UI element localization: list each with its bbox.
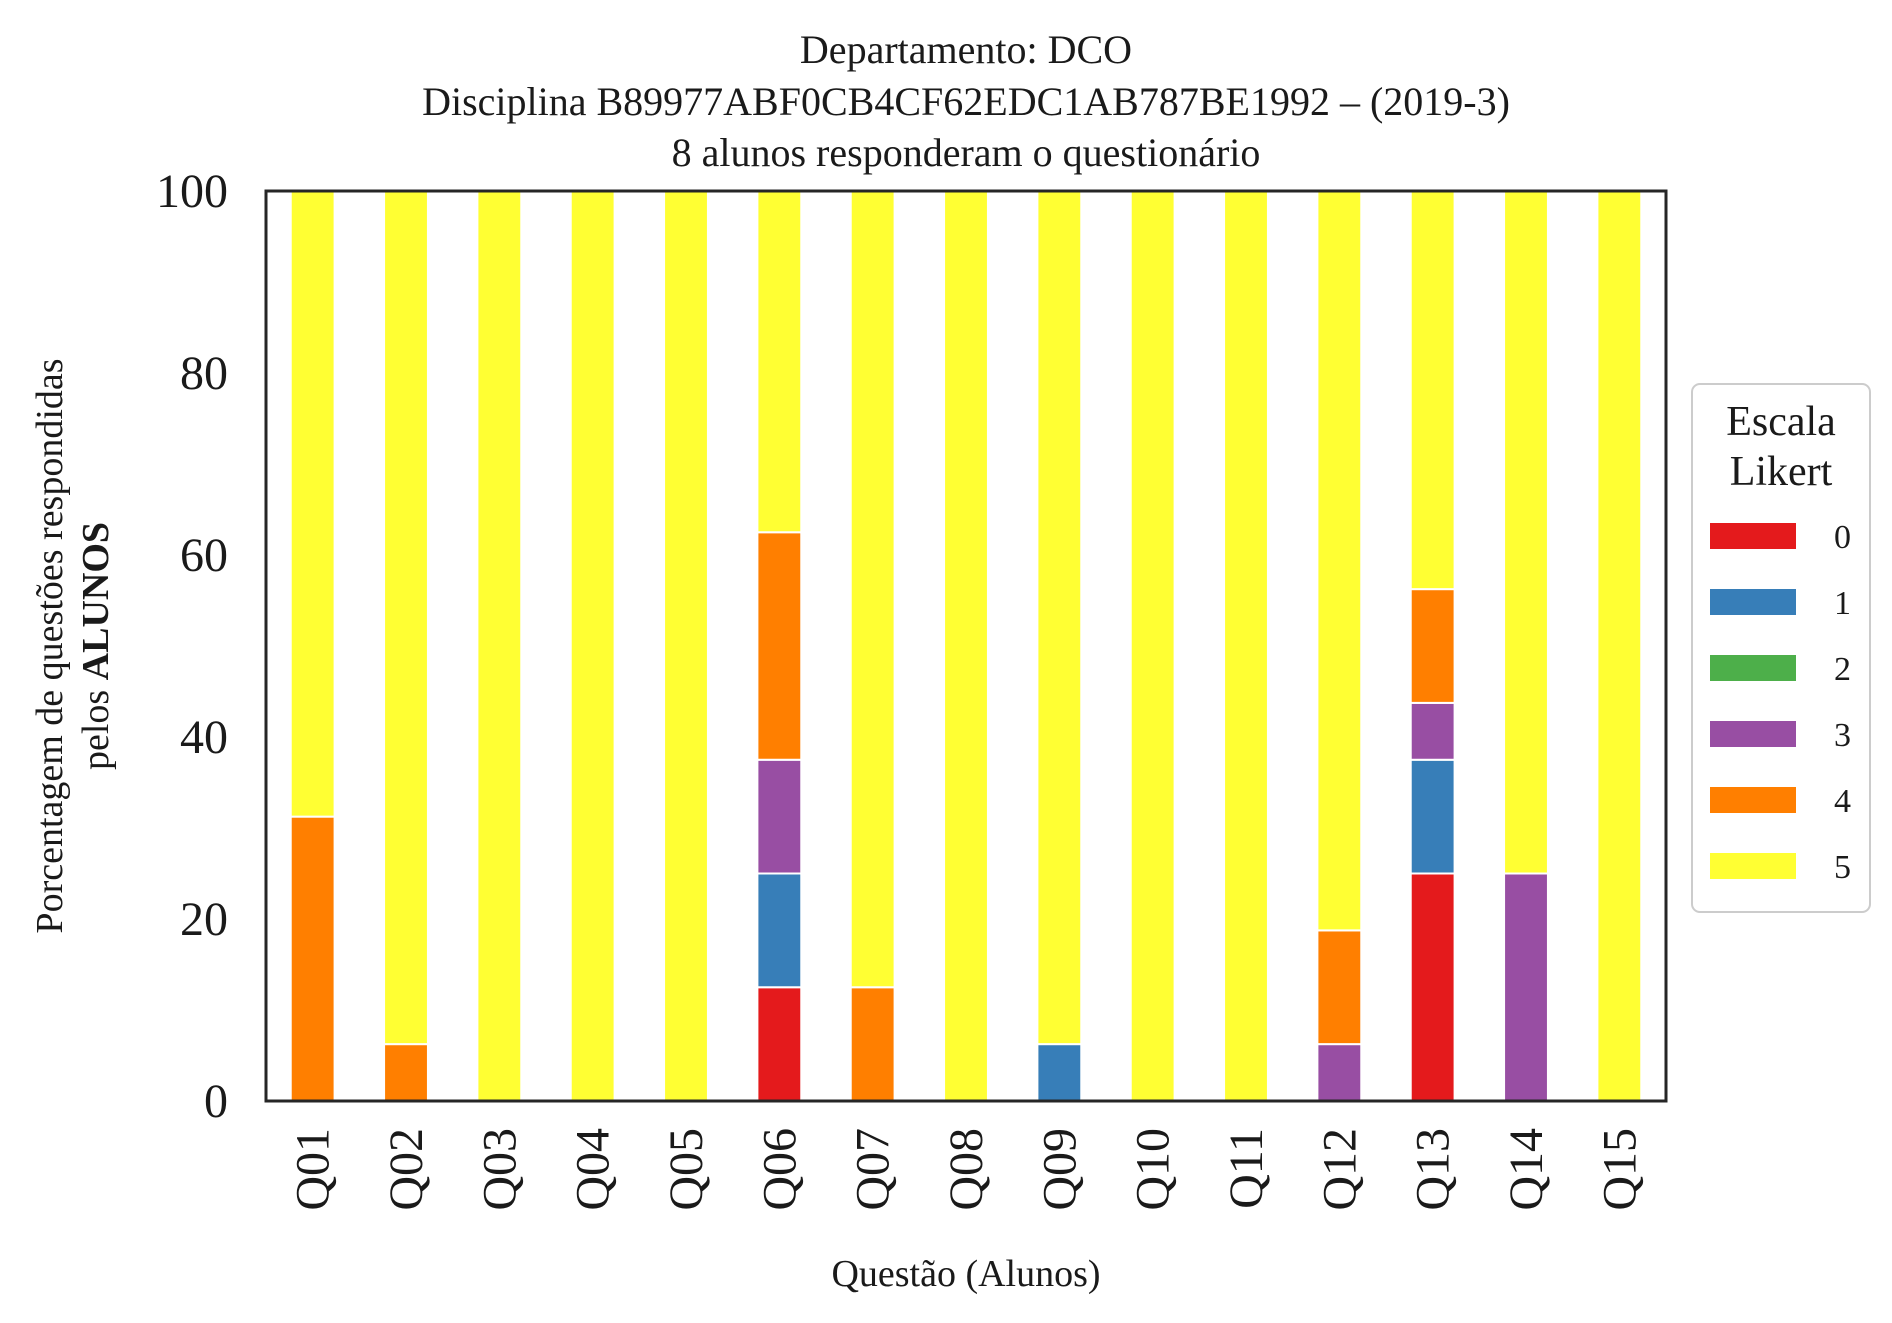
bar-q06-likert-1 — [756, 872, 803, 989]
y-tick-label: 20 — [180, 893, 228, 946]
bar-q13-likert-0 — [1409, 872, 1456, 1102]
legend-swatch-0 — [1710, 523, 1796, 549]
y-axis-label-line-2: pelos ALUNOS — [75, 522, 117, 770]
title-line-3: 8 alunos responderam o questionário — [672, 130, 1261, 175]
y-axis-label-plain: pelos — [75, 680, 117, 770]
bar-q13-likert-3 — [1409, 701, 1456, 761]
bar-q06-likert-0 — [756, 986, 803, 1102]
y-axis-label-bold: ALUNOS — [75, 522, 117, 680]
x-tick-label-q05: Q05 — [660, 1128, 713, 1211]
bar-q06-likert-4 — [756, 531, 803, 761]
bar-q01-likert-4 — [289, 815, 336, 1103]
bar-q08-likert-5 — [943, 190, 989, 1102]
plot-frame — [264, 189, 1668, 1103]
bar-q02-likert-4 — [383, 1043, 429, 1103]
x-tick-label-q11: Q11 — [1220, 1128, 1273, 1209]
x-tick-label-q09: Q09 — [1033, 1128, 1086, 1211]
legend-swatch-1 — [1710, 589, 1796, 615]
legend-swatch-5 — [1710, 853, 1796, 879]
bar-q14-likert-3 — [1503, 872, 1549, 1102]
x-axis-ticks: Q01 Q02 Q03 Q04 Q05 Q06 Q07 Q08 Q09 Q10 Q11 Q12 Q13 Q… — [287, 1128, 1647, 1211]
bar-q09-likert-1 — [1036, 1043, 1083, 1103]
bars — [289, 190, 1643, 1103]
x-tick-label-q04: Q04 — [567, 1128, 620, 1211]
x-tick-label-q15: Q15 — [1593, 1128, 1646, 1211]
legend-label-3: 3 — [1834, 717, 1851, 754]
legend-title-line-2: Likert — [1730, 449, 1833, 495]
legend-frame — [1691, 383, 1871, 913]
title-line-2: Disciplina B89977ABF0CB4CF62EDC1AB787BE1… — [422, 79, 1510, 124]
bar-q06-likert-5 — [756, 190, 803, 534]
bar-q06-likert-3 — [756, 758, 803, 875]
bar-q13-likert-4 — [1409, 588, 1456, 704]
x-tick-label-q01: Q01 — [287, 1128, 340, 1211]
legend-label-5: 5 — [1834, 849, 1851, 886]
x-tick-label-q14: Q14 — [1500, 1128, 1553, 1211]
bar-q11-likert-5 — [1223, 190, 1269, 1102]
x-tick-label-q02: Q02 — [380, 1128, 433, 1211]
title-line-1: Departamento: DCO — [800, 27, 1132, 72]
legend-label-0: 0 — [1834, 519, 1851, 556]
legend-swatch-4 — [1710, 787, 1796, 813]
legend: Escala Likert 0 1 2 3 4 5 — [1691, 383, 1871, 913]
legend-label-4: 4 — [1834, 783, 1851, 820]
legend-swatch-3 — [1710, 721, 1796, 747]
bar-q15-likert-5 — [1596, 190, 1643, 1102]
y-tick-label: 80 — [180, 347, 228, 400]
bar-q12-likert-5 — [1316, 190, 1363, 932]
y-tick-label: 40 — [180, 711, 228, 764]
legend-title-line-1: Escala — [1726, 399, 1836, 445]
bar-q07-likert-5 — [849, 190, 896, 989]
bar-q09-likert-5 — [1036, 190, 1083, 1046]
x-axis-label: Questão (Alunos) — [831, 1253, 1100, 1295]
legend-swatch-2 — [1710, 655, 1796, 681]
chart-title: Departamento: DCO Disciplina B89977ABF0C… — [422, 27, 1510, 175]
y-axis-label-line-1: Porcentagem de questões respondidas — [29, 358, 71, 933]
bar-q03-likert-5 — [476, 190, 523, 1102]
bar-q14-likert-5 — [1503, 190, 1549, 875]
bar-q13-likert-1 — [1409, 758, 1456, 875]
x-tick-label-q03: Q03 — [473, 1128, 526, 1211]
y-tick-label: 100 — [156, 165, 228, 218]
bar-q05-likert-5 — [663, 190, 709, 1102]
x-tick-label-q07: Q07 — [847, 1128, 900, 1211]
bar-q12-likert-4 — [1316, 929, 1363, 1046]
x-tick-label-q08: Q08 — [940, 1128, 993, 1211]
legend-label-2: 2 — [1834, 651, 1851, 688]
y-tick-label: 60 — [180, 529, 228, 582]
bar-q10-likert-5 — [1129, 190, 1176, 1102]
x-tick-label-q06: Q06 — [753, 1128, 806, 1211]
y-axis-label: Porcentagem de questões respondidas pelo… — [29, 358, 117, 933]
x-tick-label-q13: Q13 — [1407, 1128, 1460, 1211]
bar-q07-likert-4 — [849, 986, 896, 1102]
legend-label-1: 1 — [1834, 585, 1851, 622]
bar-q13-likert-5 — [1409, 190, 1456, 591]
bar-q12-likert-3 — [1316, 1043, 1363, 1103]
legend-items: 0 1 2 3 4 5 — [1710, 519, 1851, 886]
y-axis-ticks: 0 20 40 60 80 100 — [156, 165, 228, 1128]
y-tick-label: 0 — [204, 1075, 228, 1128]
bar-q01-likert-5 — [289, 190, 336, 818]
x-tick-label-q10: Q10 — [1127, 1128, 1180, 1211]
x-tick-label-q12: Q12 — [1313, 1128, 1366, 1211]
bar-q02-likert-5 — [383, 190, 429, 1046]
bar-q04-likert-5 — [569, 190, 616, 1102]
